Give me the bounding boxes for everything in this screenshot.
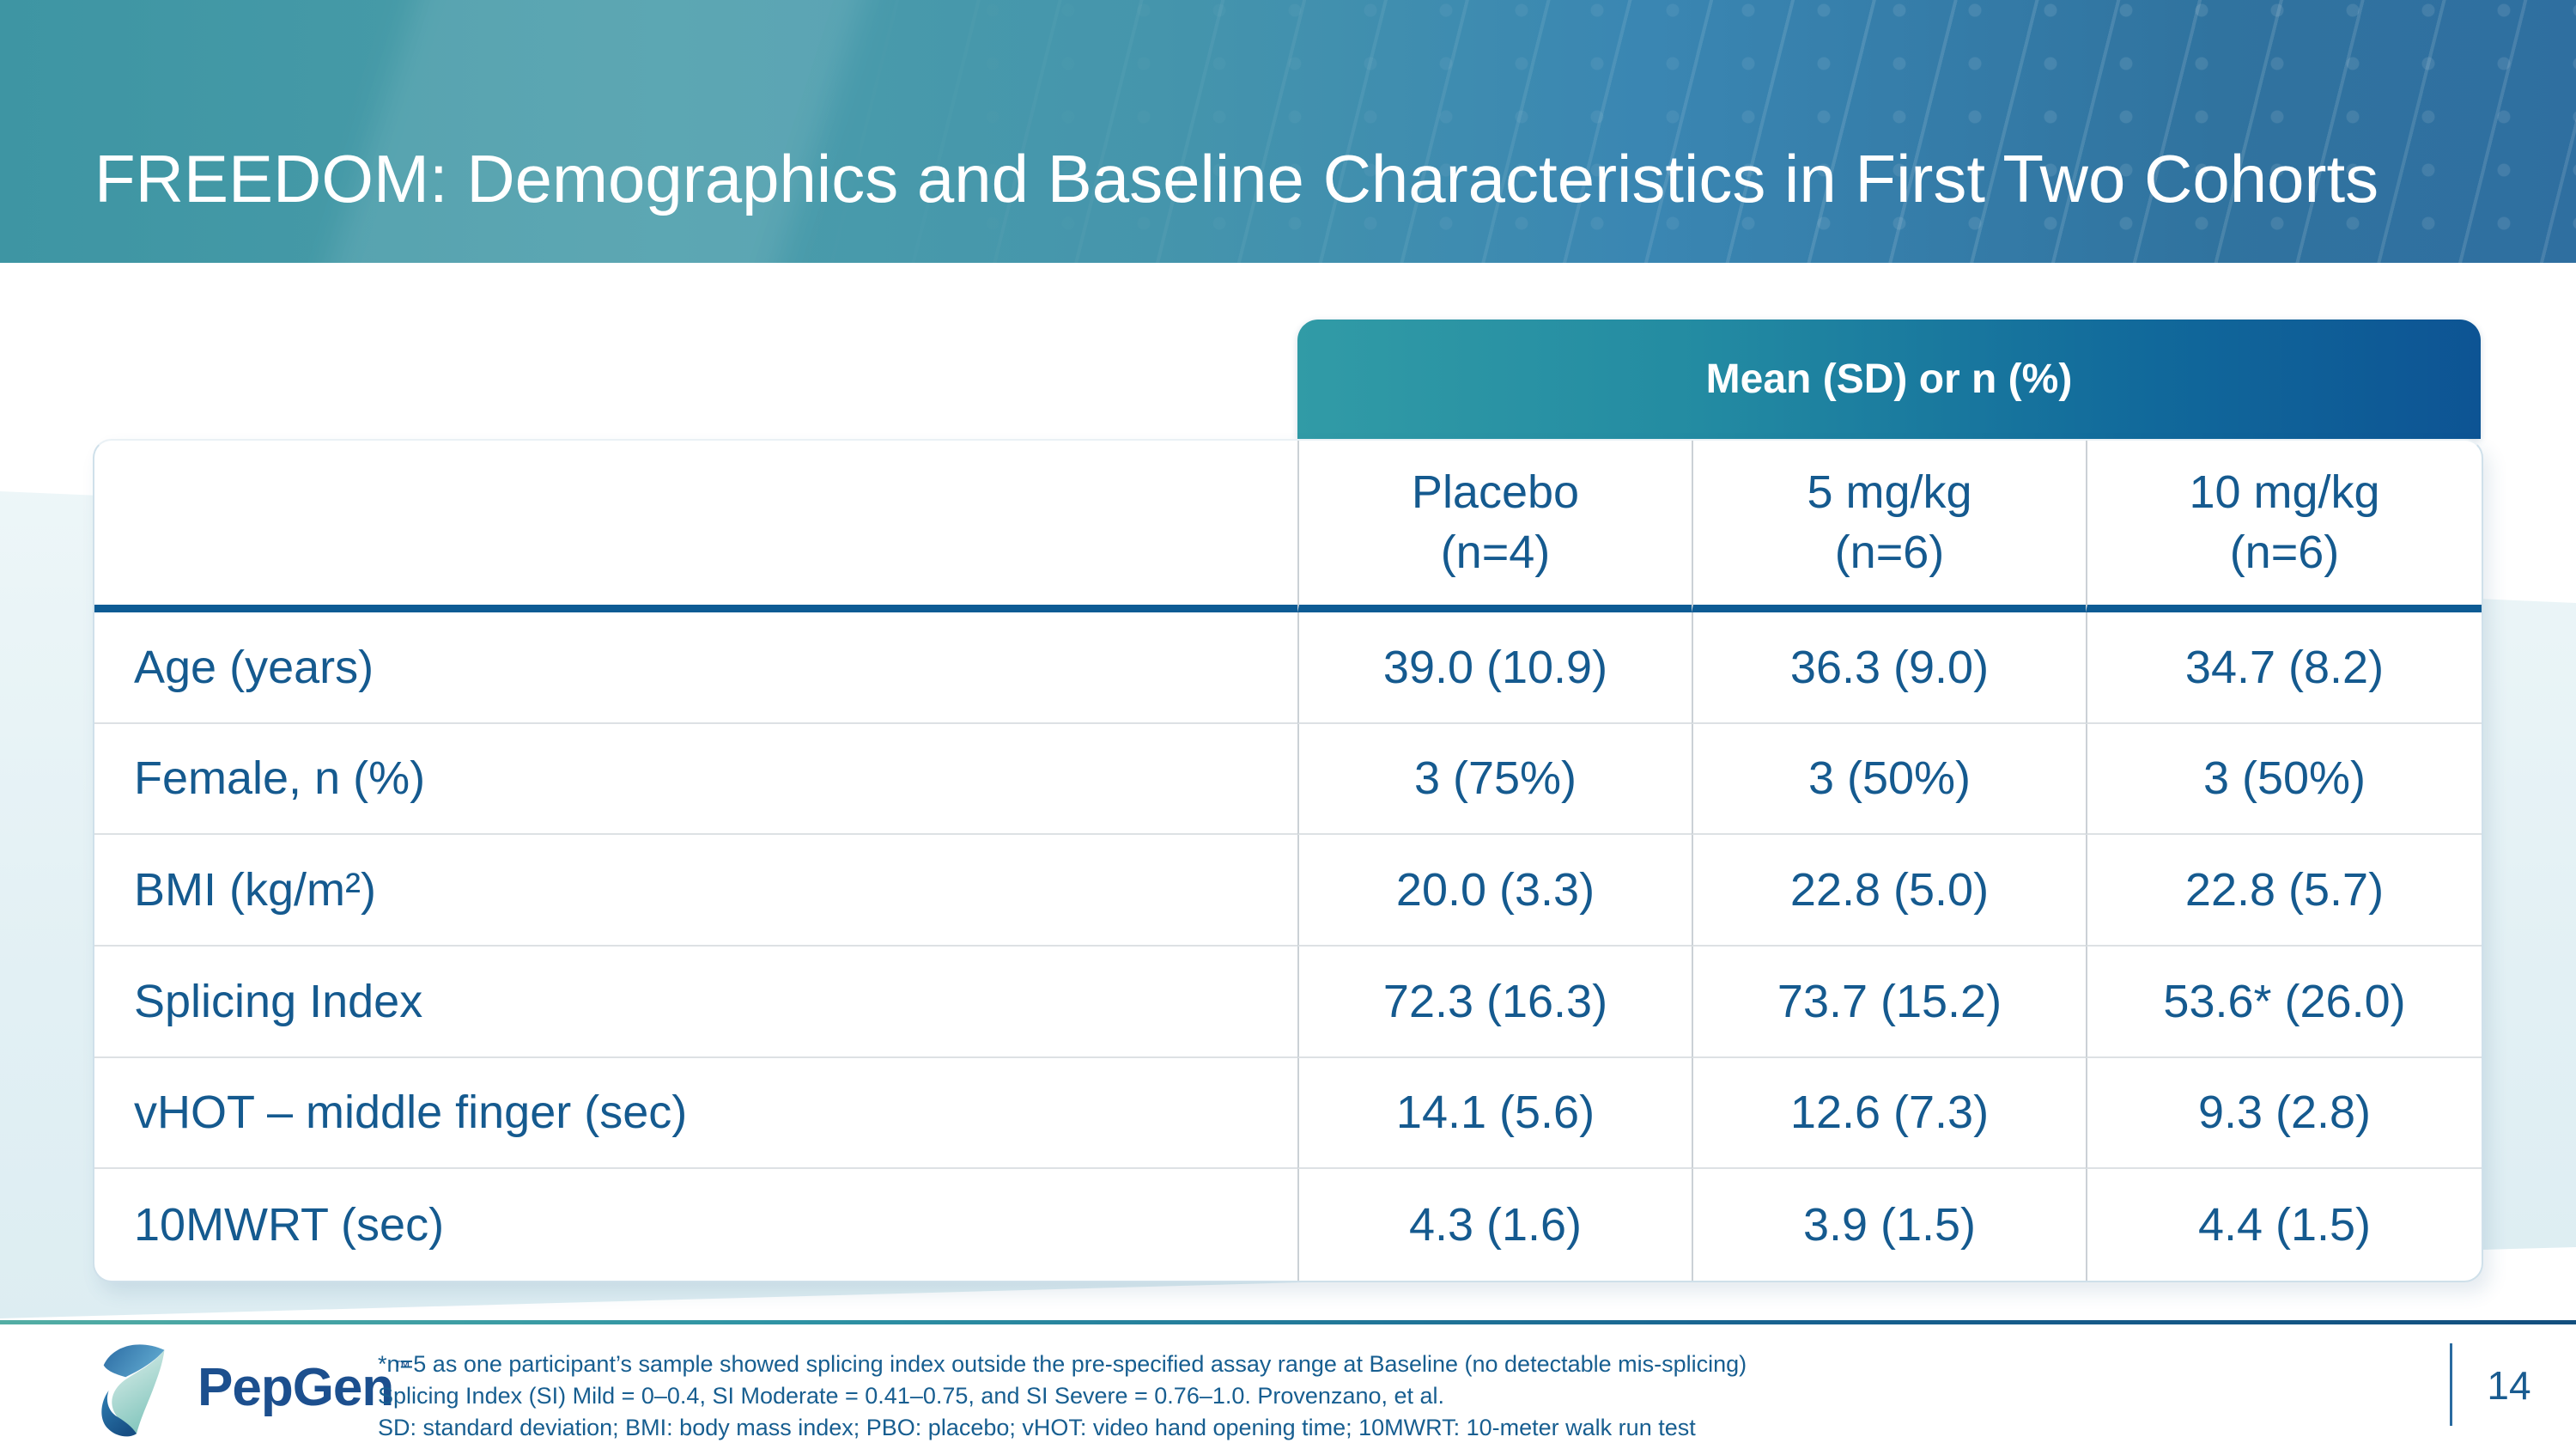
table-cell: 14.1 (5.6) — [1297, 1057, 1692, 1170]
pepgen-wordmark: PepGen™ — [197, 1357, 411, 1417]
table-cell: 3 (50%) — [1692, 723, 2086, 836]
demographics-table: Placebo (n=4) 5 mg/kg (n=6) 10 mg/kg (n=… — [93, 439, 2483, 1282]
page-title: FREEDOM: Demographics and Baseline Chara… — [94, 141, 2379, 216]
table-cell: 3 (75%) — [1297, 723, 1692, 836]
page-number: 14 — [2487, 1363, 2531, 1408]
row-label-10mwrt: 10MWRT (sec) — [134, 1199, 445, 1251]
table-cell: 34.7 (8.2) — [2086, 612, 2482, 724]
table-cell: 12.6 (7.3) — [1692, 1057, 2086, 1170]
table-cell: 39.0 (10.9) — [1297, 612, 1692, 724]
table-cell: 4.3 (1.6) — [1297, 1169, 1692, 1281]
row-label-female: Female, n (%) — [94, 724, 1297, 836]
table-cell: 3 (50%) — [2086, 723, 2482, 836]
table-cell: 20.0 (3.3) — [1297, 835, 1692, 947]
pepgen-ribbon-icon — [101, 1344, 165, 1437]
footnotes: *n=5 as one participant’s sample showed … — [378, 1349, 1747, 1444]
table-cell: 73.7 (15.2) — [1692, 947, 2086, 1058]
footer: PepGen™ *n=5 as one participant’s sample… — [0, 1324, 2576, 1449]
banner-diagonal-stripes — [0, 0, 2576, 263]
column-header-5mgkg: 5 mg/kg (n=6) — [1692, 441, 2086, 612]
footer-divider — [0, 1320, 2576, 1324]
row-label-bmi: BMI (kg/m²) — [94, 835, 1297, 947]
column-header-placebo: Placebo (n=4) — [1297, 441, 1692, 612]
table-cell: 3.9 (1.5) — [1692, 1169, 2086, 1281]
table-cell: 36.3 (9.0) — [1692, 612, 2086, 724]
table-corner-cell — [94, 441, 1297, 612]
row-label-splicing-index: Splicing Index — [94, 947, 1297, 1058]
table-group-header-label: Mean (SD) or n (%) — [1705, 356, 2073, 402]
page-number-separator — [2450, 1343, 2452, 1426]
footnote-line: *n=5 as one participant’s sample showed … — [378, 1351, 1747, 1377]
footnote-line: Splicing Index (SI) Mild = 0–0.4, SI Mod… — [378, 1383, 1445, 1409]
table-cell: 4.4 (1.5) — [2086, 1169, 2482, 1281]
column-header-10mgkg: 10 mg/kg (n=6) — [2086, 441, 2482, 612]
footnote-line: SD: standard deviation; BMI: body mass i… — [378, 1415, 1696, 1440]
pepgen-logo: PepGen™ — [96, 1336, 410, 1438]
table-cell: 53.6* (26.0) — [2086, 947, 2482, 1058]
table-cell: 22.8 (5.7) — [2086, 835, 2482, 947]
trademark-symbol: ™ — [393, 1357, 411, 1377]
table-cell: 72.3 (16.3) — [1297, 947, 1692, 1058]
title-banner: FREEDOM: Demographics and Baseline Chara… — [0, 0, 2576, 263]
row-label-vhot: vHOT – middle finger (sec) — [94, 1058, 1297, 1170]
table-group-header: Mean (SD) or n (%) — [1297, 320, 2481, 439]
table-cell: 9.3 (2.8) — [2086, 1057, 2482, 1170]
banner-dot-texture — [0, 0, 2576, 263]
row-label-age: Age (years) — [94, 612, 1297, 724]
table-cell: 22.8 (5.0) — [1692, 835, 2086, 947]
